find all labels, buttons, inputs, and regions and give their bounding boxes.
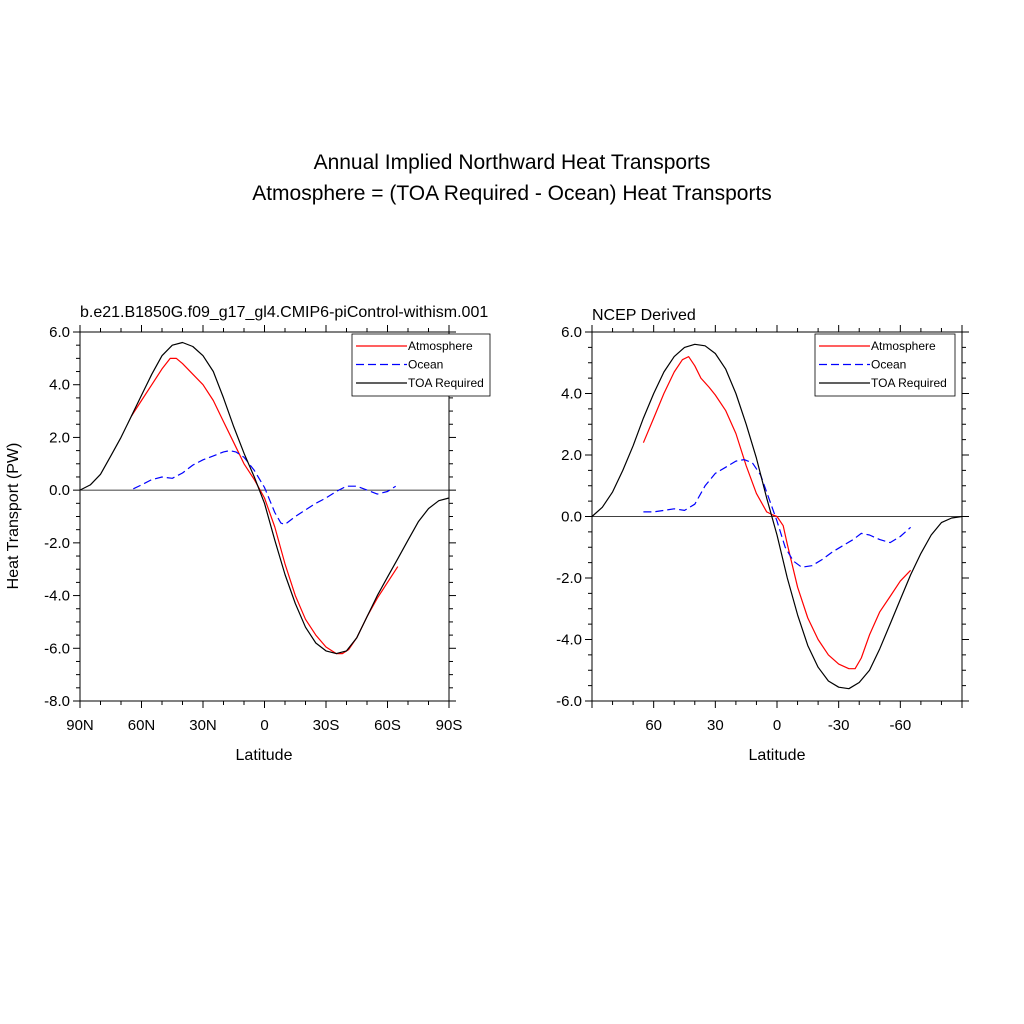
- x-tick-label: 60N: [128, 717, 156, 734]
- legend-label: TOA Required: [871, 376, 947, 390]
- y-tick-label: 4.0: [49, 377, 70, 394]
- x-axis-label: Latitude: [749, 747, 806, 764]
- x-tick-label: 30: [707, 717, 724, 734]
- legend-label: Atmosphere: [871, 339, 936, 353]
- panel-label: b.e21.B1850G.f09_g17_gl4.CMIP6-piControl…: [80, 304, 488, 321]
- legend-label: Ocean: [871, 358, 906, 372]
- y-tick-label: 2.0: [561, 447, 582, 464]
- y-tick-label: -8.0: [44, 693, 70, 710]
- y-axis-label: Heat Transport (PW): [5, 443, 22, 590]
- y-tick-label: 6.0: [561, 324, 582, 341]
- y-tick-label: 0.0: [561, 509, 582, 526]
- legend-label: Atmosphere: [408, 339, 473, 353]
- y-tick-label: 2.0: [49, 429, 70, 446]
- series-line-atmosphere: [642, 356, 912, 670]
- series-line-ocean: [133, 450, 397, 526]
- x-tick-label: 0: [260, 717, 268, 734]
- chart-panel-model: b.e21.B1850G.f09_g17_gl4.CMIP6-piControl…: [5, 304, 491, 764]
- x-tick-label: -60: [889, 717, 911, 734]
- chart-panel-ncep: NCEP Derived Latitude 6.0 4.0 2.0 0.0 -2.0 -4…: [556, 307, 969, 764]
- figure-title: Annual Implied Northward Heat Transports: [314, 151, 711, 174]
- x-tick-label: -30: [828, 717, 850, 734]
- x-tick-label: 60S: [374, 717, 401, 734]
- series-lines: [79, 341, 450, 655]
- x-tick-label: 90S: [436, 717, 463, 734]
- y-tick-label: -6.0: [44, 640, 70, 657]
- y-tick-label: -6.0: [556, 693, 582, 710]
- x-tick-label: 30S: [313, 717, 340, 734]
- y-tick-label: -4.0: [44, 588, 70, 605]
- axis-ticks: 6.0 4.0 2.0 0.0 -2.0 -4.0 -6.0 -8.0 90N 60N 30N 0 30…: [44, 324, 462, 734]
- x-tick-label: 30N: [189, 717, 217, 734]
- legend-label: TOA Required: [408, 376, 484, 390]
- panel-label: NCEP Derived: [592, 307, 696, 324]
- y-tick-label: 6.0: [49, 324, 70, 341]
- x-axis-label: Latitude: [236, 747, 293, 764]
- figure-subtitle: Atmosphere = (TOA Required - Ocean) Heat…: [252, 182, 772, 205]
- y-tick-label: -2.0: [44, 535, 70, 552]
- legend: Atmosphere Ocean TOA Required: [814, 333, 956, 397]
- series-line-toa-required: [591, 343, 963, 690]
- y-tick-label: -2.0: [556, 570, 582, 587]
- series-line-toa-required: [79, 341, 450, 655]
- x-tick-label: 90N: [66, 717, 94, 734]
- series-lines: [591, 343, 963, 690]
- series-line-ocean: [643, 459, 911, 568]
- legend: Atmosphere Ocean TOA Required: [351, 333, 491, 397]
- legend-label: Ocean: [408, 358, 443, 372]
- y-tick-label: 4.0: [561, 386, 582, 403]
- x-tick-label: 60: [645, 717, 662, 734]
- axis-ticks: 6.0 4.0 2.0 0.0 -2.0 -4.0 -6.0 60 30 0 -30 -60: [556, 324, 969, 734]
- x-tick-label: 0: [773, 717, 781, 734]
- y-tick-label: 0.0: [49, 482, 70, 499]
- y-tick-label: -4.0: [556, 632, 582, 649]
